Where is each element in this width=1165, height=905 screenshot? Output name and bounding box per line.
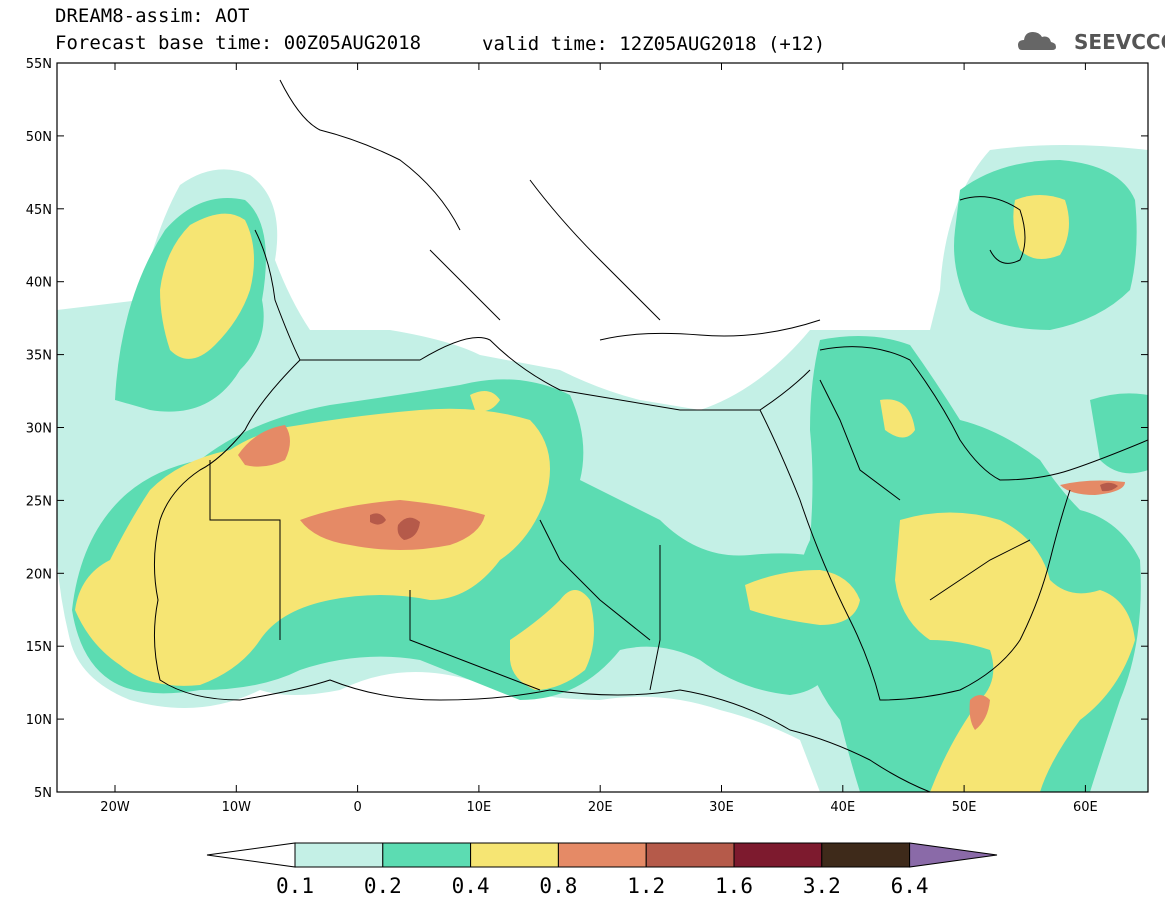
colorbar: 0.1 0.2 0.4 0.8 1.2 1.6 3.2 6.4: [206, 842, 998, 898]
latitude-axis: 55N 50N 45N 40N 35N 30N 25N 20N 15N 10N 5N: [26, 57, 1148, 801]
colorbar-label: 1.6: [715, 874, 753, 898]
lon-label: 40E: [830, 800, 855, 815]
lat-label: 15N: [26, 640, 52, 655]
seevccc-logo: [1018, 32, 1056, 50]
base-time-label: Forecast base time: 00Z05AUG2018: [55, 32, 422, 54]
aot-level-1.2: [370, 482, 1118, 540]
lon-label: 10W: [222, 800, 252, 815]
lat-label: 10N: [26, 713, 52, 728]
lon-label: 20W: [100, 800, 130, 815]
valid-time-label: valid time: 12Z05AUG2018 (+12): [482, 33, 826, 55]
colorbar-label: 6.4: [891, 874, 929, 898]
colorbar-label: 1.2: [627, 874, 665, 898]
colorbar-segment: [294, 842, 384, 868]
lat-label: 5N: [34, 786, 52, 801]
aot-level-0.8: [238, 425, 1125, 730]
lon-label: 20E: [588, 800, 613, 815]
lat-label: 35N: [26, 349, 52, 364]
lat-label: 45N: [26, 203, 52, 218]
lat-label: 55N: [26, 57, 52, 72]
lon-label: 10E: [467, 800, 492, 815]
colorbar-segment: [557, 842, 647, 868]
colorbar-segment: [645, 842, 735, 868]
colorbar-label: 3.2: [803, 874, 841, 898]
map-title: DREAM8-assim: AOT: [55, 5, 250, 27]
cloud-icon: [1018, 32, 1056, 50]
logo-text: SEEVCCC: [1074, 30, 1165, 54]
colorbar-under-arrow: [206, 842, 296, 868]
lat-label: 30N: [26, 422, 52, 437]
aot-contours: [57, 145, 1148, 792]
lon-label: 60E: [1073, 800, 1098, 815]
longitude-axis: 20W 10W 0 10E 20E 30E 40E 50E 60E: [100, 63, 1098, 815]
colorbar-label: 0.8: [539, 874, 577, 898]
colorbar-segment: [821, 842, 911, 868]
colorbar-segment: [733, 842, 823, 868]
aot-level-0.4: [75, 195, 1135, 792]
lon-label: 50E: [952, 800, 977, 815]
lat-label: 40N: [26, 276, 52, 291]
colorbar-label: 0.1: [276, 874, 314, 898]
lon-label: 0: [353, 800, 361, 815]
colorbar-label: 0.2: [364, 874, 402, 898]
lat-label: 20N: [26, 567, 52, 582]
colorbar-segment: [382, 842, 472, 868]
lat-label: 50N: [26, 130, 52, 145]
lat-label: 25N: [26, 494, 52, 509]
colorbar-segment: [470, 842, 559, 868]
colorbar-over-arrow: [909, 842, 998, 868]
lon-label: 30E: [709, 800, 734, 815]
colorbar-label: 0.4: [452, 874, 490, 898]
coastlines: [153, 79, 1148, 792]
